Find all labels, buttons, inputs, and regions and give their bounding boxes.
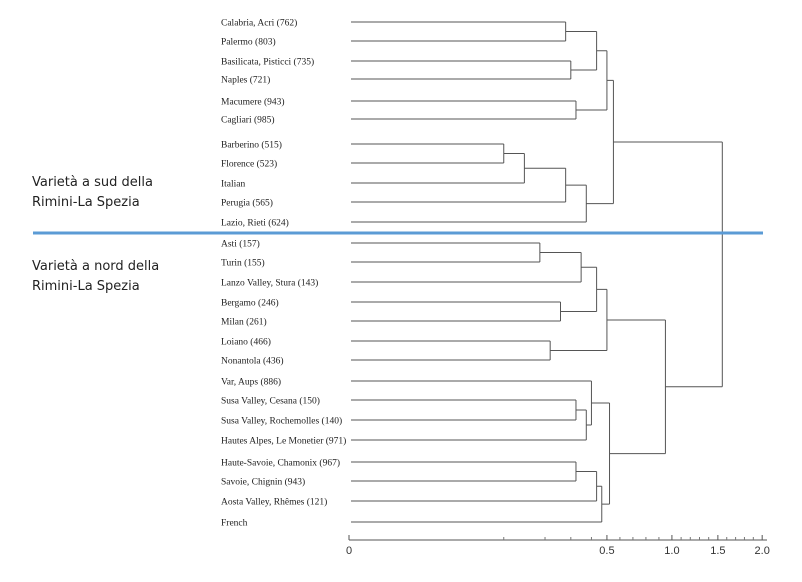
- tick-label: 1.5: [710, 545, 725, 557]
- tick-label: 0: [346, 545, 352, 557]
- south-annotation-line2: Rimini-La Spezia: [32, 195, 140, 210]
- leaf-label: Perugia (565): [221, 198, 273, 209]
- leaf-label: Calabria, Acri (762): [221, 18, 297, 29]
- leaf-label: Haute-Savoie, Chamonix (967): [221, 458, 340, 469]
- north-annotation-line2: Rimini-La Spezia: [32, 279, 140, 294]
- leaf-label: Turin (155): [221, 258, 265, 269]
- leaf-label: Basilicata, Pisticci (735): [221, 57, 314, 68]
- leaf-label: Asti (157): [221, 239, 260, 250]
- leaf-labels: Calabria, Acri (762) Palermo (803) Basilic…: [221, 18, 346, 529]
- leaf-label: Susa Valley, Cesana (150): [221, 396, 320, 407]
- leaf-label: Loiano (466): [221, 337, 271, 348]
- leaf-label: Italian: [221, 180, 246, 190]
- leaf-label: Hautes Alpes, Le Monetier (971): [221, 436, 346, 447]
- leaf-label: Lazio, Rieti (624): [221, 218, 289, 229]
- leaf-label: Cagliari (985): [221, 115, 275, 126]
- leaf-label: Susa Valley, Rochemolles (140): [221, 416, 342, 427]
- tick-label: 1.0: [664, 545, 679, 557]
- tick-label: 2.0: [755, 545, 770, 557]
- leaf-label: Palermo (803): [221, 37, 276, 48]
- dendrogram-links: [351, 21, 723, 523]
- leaf-label: Naples (721): [221, 75, 270, 86]
- leaf-label: Bergamo (246): [221, 298, 279, 309]
- south-annotation: Varietà a sud della Rimini-La Spezia: [32, 175, 153, 210]
- leaf-label: French: [221, 519, 248, 529]
- north-annotation-line1: Varietà a nord della: [32, 259, 159, 274]
- leaf-label: Lanzo Valley, Stura (143): [221, 278, 318, 289]
- south-annotation-line1: Varietà a sud della: [32, 175, 153, 190]
- leaf-label: Macumere (943): [221, 97, 285, 108]
- leaf-label: Milan (261): [221, 317, 267, 328]
- tick-label: 0.5: [599, 545, 614, 557]
- leaf-label: Nonantola (436): [221, 356, 284, 367]
- leaf-label: Barberino (515): [221, 140, 282, 151]
- north-annotation: Varietà a nord della Rimini-La Spezia: [32, 259, 159, 294]
- leaf-label: Savoie, Chignin (943): [221, 477, 305, 488]
- x-axis: 0 0.5 1.0 1.5 2.0: [346, 535, 770, 557]
- leaf-label: Aosta Valley, Rhêmes (121): [221, 497, 327, 508]
- leaf-label: Var, Aups (886): [221, 377, 281, 388]
- leaf-label: Florence (523): [221, 159, 277, 170]
